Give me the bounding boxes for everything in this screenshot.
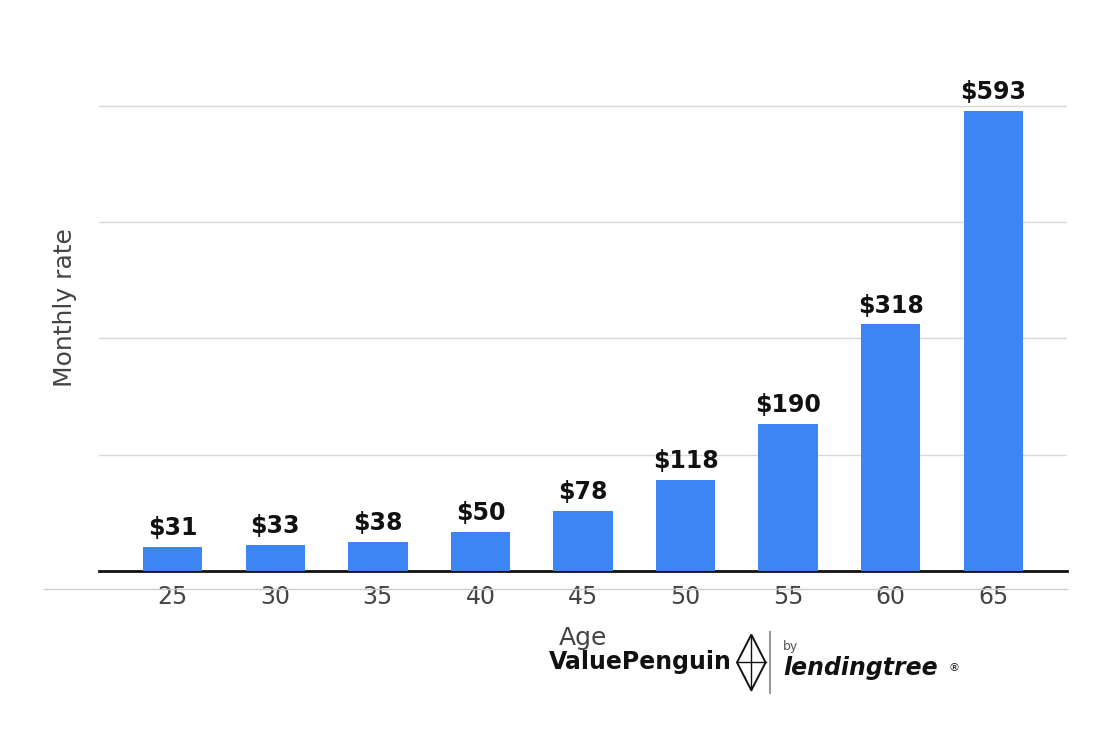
- Text: ®: ®: [948, 663, 959, 673]
- Bar: [758, 424, 818, 571]
- Bar: [656, 479, 715, 571]
- Text: $38: $38: [353, 510, 403, 534]
- Text: by: by: [783, 640, 799, 653]
- Text: ValuePenguin: ValuePenguin: [549, 651, 732, 674]
- Bar: [143, 547, 202, 571]
- Text: $50: $50: [455, 501, 505, 526]
- Bar: [861, 324, 921, 571]
- Text: $190: $190: [756, 393, 821, 417]
- Bar: [553, 510, 613, 571]
- Text: $78: $78: [558, 479, 607, 504]
- Bar: [348, 542, 408, 571]
- Bar: [964, 111, 1023, 571]
- X-axis label: Age: Age: [559, 626, 607, 649]
- Text: $33: $33: [251, 515, 300, 539]
- Text: lendingtree: lendingtree: [783, 657, 938, 680]
- Text: $118: $118: [652, 449, 718, 473]
- Text: $593: $593: [960, 81, 1026, 105]
- Text: $318: $318: [858, 294, 924, 318]
- Text: $31: $31: [148, 516, 197, 540]
- Bar: [451, 532, 510, 571]
- Bar: [245, 545, 305, 571]
- Y-axis label: Monthly rate: Monthly rate: [54, 228, 77, 387]
